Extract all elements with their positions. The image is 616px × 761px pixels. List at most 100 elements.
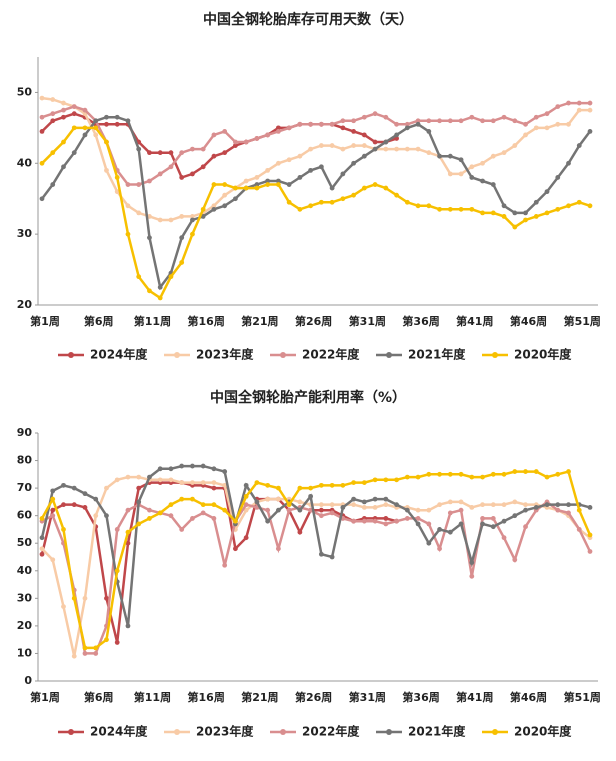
data-point bbox=[394, 192, 399, 198]
legend-swatch-dot bbox=[68, 729, 74, 735]
series-line bbox=[41, 101, 590, 186]
data-point bbox=[61, 164, 66, 170]
data-point bbox=[136, 182, 142, 187]
data-point bbox=[480, 160, 485, 166]
data-point bbox=[39, 114, 45, 120]
data-point bbox=[383, 185, 389, 191]
data-point bbox=[39, 516, 45, 521]
x-tick-label: 第16周 bbox=[188, 690, 225, 704]
data-point bbox=[490, 118, 496, 124]
data-point bbox=[458, 171, 464, 177]
data-point bbox=[533, 505, 539, 510]
data-point bbox=[243, 502, 249, 508]
data-point bbox=[50, 557, 56, 563]
data-point bbox=[104, 637, 109, 643]
data-point bbox=[211, 203, 217, 209]
data-point bbox=[523, 121, 528, 127]
data-point bbox=[340, 505, 346, 510]
data-point bbox=[147, 178, 152, 184]
data-point bbox=[82, 595, 88, 601]
data-point bbox=[104, 121, 109, 127]
data-point bbox=[125, 203, 131, 209]
data-point bbox=[469, 573, 475, 579]
data-point bbox=[61, 527, 66, 532]
legend-label: 2021年度 bbox=[408, 724, 466, 739]
data-point bbox=[512, 469, 518, 474]
y-tick-label: 50 bbox=[17, 85, 33, 98]
x-tick-label: 第16周 bbox=[188, 314, 225, 328]
data-point bbox=[82, 491, 88, 497]
series-line bbox=[40, 464, 591, 627]
data-point bbox=[50, 111, 56, 117]
data-point bbox=[340, 125, 346, 131]
x-tick-label: 第51周 bbox=[564, 690, 601, 704]
data-point bbox=[297, 175, 303, 180]
data-point bbox=[190, 214, 195, 219]
data-point bbox=[297, 121, 303, 127]
legend-swatch-dot bbox=[386, 729, 392, 735]
data-point bbox=[114, 477, 120, 483]
data-point bbox=[415, 118, 421, 124]
y-tick-label: 30 bbox=[17, 591, 33, 604]
legend-swatch-dot bbox=[492, 352, 498, 358]
series-line bbox=[40, 470, 592, 650]
data-point bbox=[566, 469, 571, 474]
data-point bbox=[329, 185, 335, 191]
data-point bbox=[372, 477, 378, 483]
data-point bbox=[372, 505, 378, 510]
data-point bbox=[157, 295, 163, 301]
data-point bbox=[318, 502, 324, 508]
data-point bbox=[104, 139, 109, 145]
data-point bbox=[308, 485, 314, 491]
data-point bbox=[512, 224, 518, 230]
data-point bbox=[61, 100, 66, 106]
data-point bbox=[179, 463, 185, 469]
x-tick-label: 第21周 bbox=[241, 690, 278, 704]
data-point bbox=[426, 118, 432, 124]
data-point bbox=[125, 474, 131, 480]
data-point bbox=[372, 146, 378, 152]
data-point bbox=[243, 482, 249, 488]
data-point bbox=[340, 171, 346, 177]
legend-label: 2024年度 bbox=[90, 347, 148, 362]
data-point bbox=[501, 150, 507, 156]
data-point bbox=[566, 203, 571, 209]
series-line bbox=[41, 475, 591, 657]
data-point bbox=[168, 477, 174, 483]
data-point bbox=[104, 485, 109, 491]
data-point bbox=[190, 516, 195, 521]
chart-title: 中国全钢轮胎产能利用率（%） bbox=[210, 389, 406, 406]
data-point bbox=[555, 175, 561, 180]
data-point bbox=[437, 471, 442, 477]
data-point bbox=[136, 485, 142, 491]
data-point bbox=[39, 535, 45, 541]
x-tick-label: 第26周 bbox=[295, 314, 332, 328]
data-point bbox=[404, 516, 410, 521]
data-point bbox=[501, 535, 507, 541]
data-point bbox=[254, 182, 260, 187]
data-point bbox=[415, 474, 421, 480]
data-point bbox=[265, 182, 271, 187]
data-point bbox=[383, 521, 389, 527]
data-point bbox=[351, 480, 357, 485]
data-point bbox=[82, 505, 88, 510]
data-point bbox=[394, 136, 399, 141]
data-point bbox=[211, 182, 217, 187]
data-point bbox=[544, 474, 550, 480]
data-point bbox=[501, 114, 507, 120]
data-point bbox=[512, 210, 518, 216]
legend-label: 2024年度 bbox=[90, 724, 148, 739]
data-point bbox=[490, 471, 496, 477]
data-point bbox=[136, 521, 142, 527]
series-line bbox=[41, 126, 591, 300]
x-tick-label: 第11周 bbox=[134, 690, 171, 704]
data-point bbox=[458, 157, 464, 163]
data-point bbox=[490, 210, 496, 216]
x-tick-label: 第36周 bbox=[402, 314, 439, 328]
data-point bbox=[233, 185, 238, 191]
data-point bbox=[61, 482, 66, 488]
data-point bbox=[587, 129, 593, 134]
data-point bbox=[71, 485, 77, 491]
data-point bbox=[157, 284, 163, 290]
data-point bbox=[136, 146, 142, 152]
